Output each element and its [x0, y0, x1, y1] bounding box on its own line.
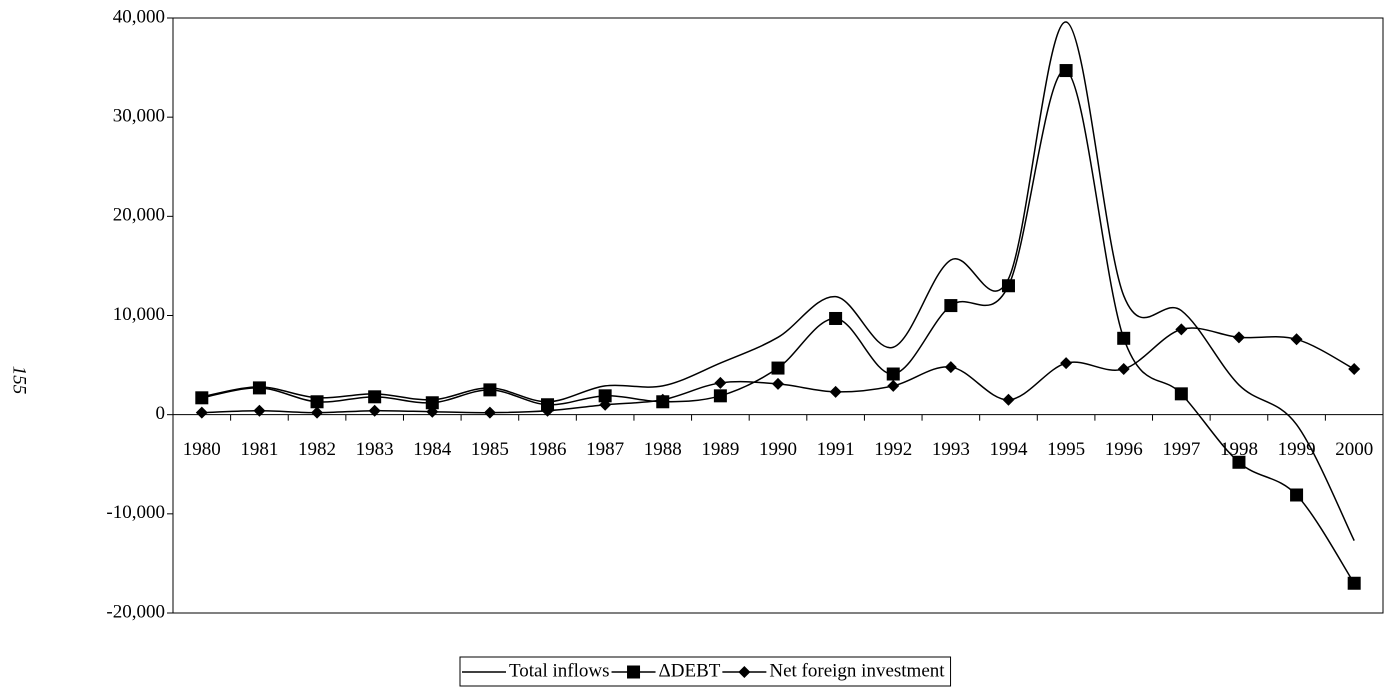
marker-square	[310, 395, 324, 409]
marker-square	[1347, 576, 1361, 590]
x-tick-label: 1989	[701, 439, 739, 460]
marker-square	[944, 299, 958, 313]
series-line	[201, 21, 1355, 541]
marker-square	[771, 361, 785, 375]
series-line	[201, 327, 1355, 414]
x-tick-label: 1985	[471, 439, 509, 460]
x-tick-label: 1988	[644, 439, 682, 460]
page-number: 155	[9, 366, 30, 395]
x-tick-label: 1986	[529, 439, 567, 460]
marker-diamond	[195, 406, 208, 419]
marker-square	[252, 381, 266, 395]
marker-square	[829, 311, 843, 325]
marker-diamond	[1348, 363, 1361, 376]
legend-label: Total inflows	[509, 660, 610, 681]
x-tick-label: 1991	[817, 439, 855, 460]
x-tick-label: 1995	[1047, 439, 1085, 460]
marker-square	[425, 396, 439, 410]
legend-marker	[738, 666, 751, 678]
x-tick-label: 1999	[1278, 439, 1316, 460]
x-tick-label: 1980	[183, 439, 221, 460]
marker-diamond	[426, 405, 439, 418]
x-tick-label: 1992	[874, 439, 912, 460]
x-tick-label: 1983	[356, 439, 394, 460]
y-tick-label: 20,000	[113, 205, 165, 226]
marker-diamond	[599, 398, 612, 411]
marker-square	[1232, 455, 1246, 469]
marker-diamond	[714, 376, 727, 389]
legend-label: ΔDEBT	[659, 660, 721, 681]
marker-diamond	[311, 406, 324, 419]
x-tick-label: 1981	[240, 439, 278, 460]
marker-diamond	[772, 377, 784, 390]
marker-diamond	[368, 404, 381, 417]
marker-square	[1001, 279, 1015, 293]
marker-diamond	[944, 361, 957, 374]
y-tick-label: 0	[156, 403, 166, 424]
x-tick-label: 1994	[989, 439, 1028, 460]
marker-square	[368, 390, 382, 404]
marker-square	[1174, 387, 1188, 401]
marker-square	[598, 389, 612, 403]
marker-diamond	[887, 379, 900, 392]
x-tick-label: 1984	[413, 439, 452, 460]
marker-diamond	[1290, 333, 1303, 346]
y-tick-label: 30,000	[113, 106, 165, 127]
marker-diamond	[483, 406, 496, 419]
marker-diamond	[1175, 323, 1188, 336]
x-tick-label: 1990	[759, 439, 797, 460]
x-tick-label: 1982	[298, 439, 336, 460]
marker-square	[195, 391, 209, 405]
marker-diamond	[829, 385, 842, 398]
x-tick-label: 2000	[1335, 439, 1373, 460]
marker-diamond	[253, 404, 266, 417]
marker-square	[483, 383, 497, 397]
marker-diamond	[656, 393, 669, 406]
marker-diamond	[1232, 331, 1245, 344]
legend: Total inflows ΔDEBT Net foreign investment	[459, 656, 952, 687]
legend-marker	[627, 665, 641, 679]
x-tick-label: 1987	[586, 439, 624, 460]
y-tick-label: 40,000	[113, 6, 165, 27]
marker-square	[886, 367, 900, 381]
legend-label: Net foreign investment	[769, 660, 945, 681]
marker-diamond	[1002, 393, 1015, 406]
x-tick-label: 1998	[1220, 439, 1258, 460]
plot-area	[172, 17, 1384, 614]
marker-diamond	[1117, 363, 1130, 376]
y-tick-label: 10,000	[113, 304, 165, 325]
x-tick-label: 1997	[1162, 439, 1200, 460]
marker-diamond	[1060, 357, 1073, 370]
marker-square	[713, 389, 727, 403]
marker-square	[1059, 64, 1073, 78]
legend-box	[459, 656, 952, 687]
x-tick-label: 1996	[1105, 439, 1143, 460]
marker-diamond	[541, 404, 554, 417]
y-tick-label: -20,000	[106, 601, 165, 622]
marker-square	[1117, 331, 1131, 345]
y-tick-label: -10,000	[106, 502, 165, 523]
x-tick-label: 1993	[932, 439, 970, 460]
marker-square	[1290, 488, 1304, 502]
